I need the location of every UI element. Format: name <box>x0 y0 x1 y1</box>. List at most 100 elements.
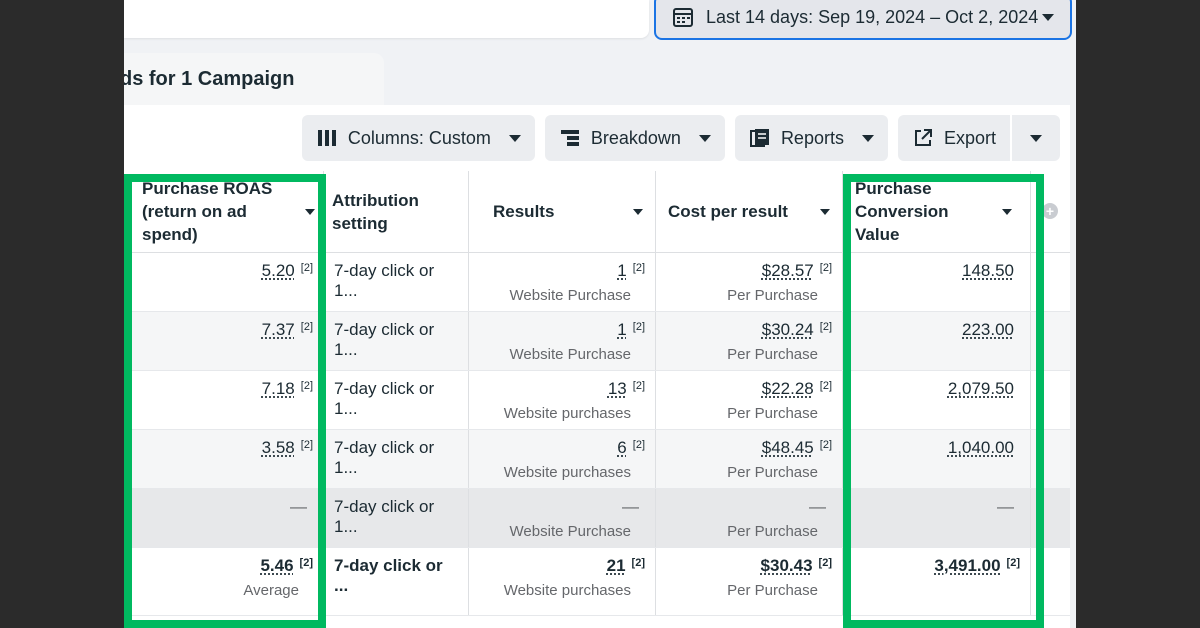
table-row[interactable]: — 7-day click or 1... — Website Purchase — Pe… <box>124 489 1070 548</box>
cell-value-row: 7-day click or 1... <box>334 379 458 419</box>
columns-label: Columns: Custom <box>347 127 491 148</box>
cell-value[interactable]: $22.28 <box>761 379 814 398</box>
footnote-marker[interactable]: [2] <box>1006 557 1020 569</box>
cell-value[interactable]: — <box>809 497 826 516</box>
cell-value-row: 1 [2] <box>479 261 645 281</box>
cell-value[interactable]: 13 <box>607 379 627 398</box>
cell-attribution: 7-day click or 1... <box>324 430 469 488</box>
table-toolbar: Columns: Custom Breakdown Reports <box>301 115 1060 161</box>
table-row[interactable]: 5.20 [2] 7-day click or 1... 1 [2] Website Pu… <box>124 253 1070 312</box>
table-row[interactable]: 7.37 [2] 7-day click or 1... 1 [2] Website Pu… <box>124 312 1070 371</box>
tab-ads[interactable]: ds for 1 Campaign <box>124 53 384 105</box>
cell-value[interactable]: 1 <box>617 261 627 280</box>
footnote-marker[interactable]: [2] <box>819 262 832 274</box>
footnote-marker[interactable]: [2] <box>632 439 645 451</box>
column-header-cost-per-result[interactable]: Cost per result <box>656 171 843 253</box>
table-row[interactable]: 3.58 [2] 7-day click or 1... 6 [2] Website pu… <box>124 430 1070 489</box>
cell-subtext: Website Purchase <box>509 346 631 363</box>
cell-value[interactable]: 7.18 <box>261 379 295 398</box>
column-header-purchase-conversion-value[interactable]: Purchase Conversion Value <box>843 171 1031 253</box>
cell-value[interactable]: 1,040.00 <box>947 438 1014 457</box>
cell-value[interactable]: 1 <box>617 320 627 339</box>
footnote-marker[interactable]: [2] <box>300 380 313 392</box>
cell-value[interactable]: 7.37 <box>261 320 295 339</box>
cell-value-row: — <box>479 497 645 517</box>
cell-value-row: 5.46 [2] <box>134 556 313 576</box>
footnote-marker[interactable]: [2] <box>819 439 832 451</box>
export-button[interactable]: Export <box>897 115 1010 161</box>
breakdown-button[interactable]: Breakdown <box>544 115 725 161</box>
footnote-marker[interactable]: [2] <box>300 439 313 451</box>
footnote-marker[interactable]: [2] <box>632 380 645 392</box>
cell-value-row: 5.20 [2] <box>134 261 313 281</box>
cell-subtext: Website Purchase <box>509 523 631 540</box>
reports-button[interactable]: Reports <box>734 115 888 161</box>
cell-value[interactable]: 3,491.00 <box>934 556 1001 575</box>
cell-value[interactable]: $30.24 <box>761 320 814 339</box>
date-range-picker[interactable]: Last 14 days: Sep 19, 2024 – Oct 2, 2024 <box>654 0 1072 40</box>
cell-value-row: $30.24 [2] <box>666 320 832 340</box>
table-row[interactable]: 7.18 [2] 7-day click or 1... 13 [2] Website p… <box>124 371 1070 430</box>
cell-value[interactable]: $30.43 <box>760 556 813 575</box>
cell-value[interactable]: — <box>622 497 639 516</box>
cell-value[interactable]: 5.46 <box>260 556 294 575</box>
cell-pcv: — <box>843 489 1031 547</box>
footnote-marker[interactable]: [2] <box>300 262 313 274</box>
cell-value[interactable]: $48.45 <box>761 438 814 457</box>
footnote-marker[interactable]: [2] <box>632 321 645 333</box>
cell-value[interactable]: 2,079.50 <box>947 379 1014 398</box>
cell-roas: 7.37 [2] <box>124 312 324 370</box>
breakdown-label: Breakdown <box>590 127 681 148</box>
cell-attribution: 7-day click or 1... <box>324 489 469 547</box>
cell-value[interactable]: 5.20 <box>261 261 295 280</box>
footnote-marker[interactable]: [2] <box>818 557 832 569</box>
footnote-marker[interactable]: [2] <box>299 557 313 569</box>
cell-value[interactable]: — <box>997 497 1014 516</box>
cell-value[interactable]: — <box>290 497 307 516</box>
cell-value[interactable]: $28.57 <box>761 261 814 280</box>
table-total-row: 5.46 [2] Average 7-day click or ... 21 [2] Web… <box>124 548 1070 616</box>
cell-value-row: 7-day click or 1... <box>334 261 458 301</box>
chevron-down-icon <box>1030 134 1042 142</box>
add-column-icon[interactable]: + <box>1042 203 1058 219</box>
cell-cpr: $30.43 [2] Per Purchase <box>656 548 843 615</box>
column-header-attribution[interactable]: Attribution setting <box>324 171 469 253</box>
cell-value-row: $48.45 [2] <box>666 438 832 458</box>
cell-value-row: — <box>666 497 832 517</box>
cell-value: 7-day click or 1... <box>334 320 435 359</box>
cell-value-row: 6 [2] <box>479 438 645 458</box>
cell-subtext: Per Purchase <box>727 582 818 599</box>
chevron-down-icon <box>861 134 874 142</box>
export-icon <box>914 129 932 146</box>
footnote-marker[interactable]: [2] <box>819 321 832 333</box>
columns-button[interactable]: Columns: Custom <box>301 115 535 161</box>
export-menu-button[interactable] <box>1012 115 1060 161</box>
cell-value[interactable]: 6 <box>617 438 627 457</box>
cell-value-row: $30.43 [2] <box>666 556 832 576</box>
search-bar[interactable] <box>124 0 649 38</box>
cell-value[interactable]: 3.58 <box>261 438 295 457</box>
cell-pcv: 1,040.00 <box>843 430 1031 488</box>
cell-value[interactable]: 21 <box>606 556 626 575</box>
column-header-purchase-roas[interactable]: Purchase ROAS (return on ad spend) <box>124 171 324 253</box>
cell-value[interactable]: 148.50 <box>962 261 1014 280</box>
sort-icon <box>305 208 315 215</box>
footnote-marker[interactable]: [2] <box>632 262 645 274</box>
reports-label: Reports <box>780 127 844 148</box>
cell-attribution: 7-day click or ... <box>324 548 469 615</box>
cell-value: 7-day click or 1... <box>334 261 435 300</box>
cell-pcv: 148.50 <box>843 253 1031 311</box>
cell-value-row: 21 [2] <box>479 556 645 576</box>
column-header-results[interactable]: Results <box>469 171 656 253</box>
footnote-marker[interactable]: [2] <box>631 557 645 569</box>
cell-value-row: 1,040.00 <box>853 438 1020 458</box>
cell-value: 7-day click or 1... <box>334 379 435 418</box>
footnote-marker[interactable]: [2] <box>819 380 832 392</box>
cell-attribution: 7-day click or 1... <box>324 371 469 429</box>
sort-icon <box>633 208 643 215</box>
cell-subtext: Per Purchase <box>727 405 818 422</box>
sort-icon <box>1002 208 1012 215</box>
cell-roas: — <box>124 489 324 547</box>
cell-value[interactable]: 223.00 <box>962 320 1014 339</box>
footnote-marker[interactable]: [2] <box>300 321 313 333</box>
